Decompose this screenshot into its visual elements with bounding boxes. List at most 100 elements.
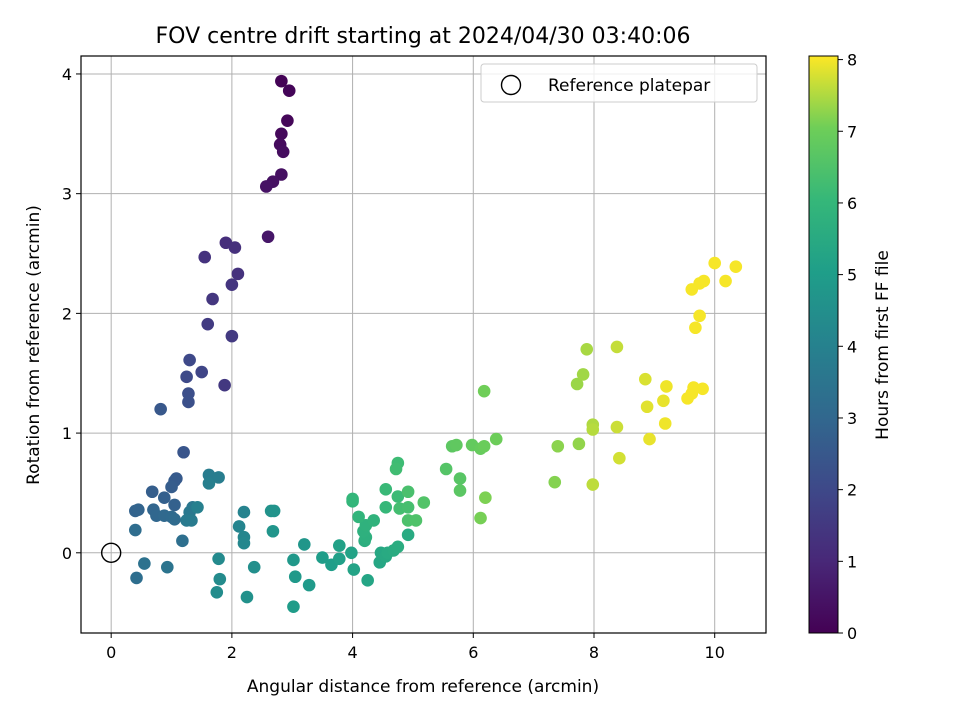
data-point: [212, 471, 225, 484]
data-point: [453, 484, 467, 497]
data-point: [132, 503, 145, 516]
data-point: [275, 168, 288, 181]
x-tick-label: 6: [468, 643, 478, 662]
data-point: [719, 274, 732, 288]
data-point: [176, 534, 189, 548]
colorbar-gradient: [808, 55, 839, 634]
colorbar-ticks: 0 1 2 3 4 5 6 7 8: [838, 51, 857, 643]
data-point: [352, 510, 365, 524]
data-point: [450, 438, 463, 452]
data-point: [477, 439, 491, 453]
y-tick-label: 0: [62, 544, 72, 563]
data-point: [281, 114, 294, 127]
data-point: [237, 536, 251, 550]
colorbar-tick-label: 4: [847, 337, 857, 356]
data-point: [161, 560, 174, 574]
y-axis-label: Rotation from reference (arcmin): [24, 205, 44, 485]
data-point: [213, 572, 227, 586]
data-point: [218, 378, 231, 392]
data-point: [417, 496, 431, 509]
data-point: [638, 372, 652, 386]
data-point: [477, 384, 491, 398]
data-point: [228, 241, 242, 254]
colorbar-tick-label: 1: [847, 552, 857, 571]
data-point: [266, 524, 280, 538]
colorbar-label: Hours from first FF file: [873, 250, 893, 440]
legend-label: Reference platepar: [548, 76, 710, 96]
data-point: [548, 475, 562, 489]
data-point: [389, 462, 403, 476]
x-tick-label: 4: [347, 643, 357, 662]
legend-marker: [500, 74, 522, 96]
data-point: [696, 382, 709, 396]
colorbar-tick-label: 5: [847, 266, 857, 285]
data-point: [201, 317, 215, 331]
y-tick-label: 3: [62, 185, 72, 204]
data-point: [129, 523, 142, 537]
data-point: [453, 472, 467, 485]
data-point: [391, 490, 405, 503]
data-point: [576, 368, 590, 381]
data-point: [586, 478, 600, 491]
data-point: [379, 483, 393, 496]
data-point: [287, 553, 300, 567]
data-point: [729, 260, 743, 273]
data-point: [693, 309, 706, 323]
data-point: [157, 491, 171, 505]
colorbar: 0 1 2 3 4 5 6 7 8 Hours from first FF file: [808, 51, 893, 643]
data-point: [275, 127, 288, 141]
x-axis-ticks: 0 2 4 6 8 10: [106, 633, 725, 662]
data-point: [401, 501, 415, 514]
data-point: [165, 480, 178, 494]
colorbar-tick-label: 6: [847, 194, 857, 213]
data-point: [182, 395, 195, 409]
x-tick-label: 2: [227, 643, 237, 662]
data-point: [333, 539, 346, 552]
data-point: [185, 514, 198, 527]
data-point: [206, 292, 219, 306]
data-point: [610, 340, 624, 354]
data-point: [145, 485, 159, 499]
data-point: [202, 477, 216, 490]
data-point: [316, 551, 329, 564]
data-point: [345, 546, 358, 560]
data-point: [689, 321, 702, 335]
plot-frame: [80, 55, 767, 634]
data-point: [479, 491, 492, 505]
data-point: [212, 552, 225, 566]
colorbar-tick-label: 7: [847, 122, 857, 141]
data-point: [379, 501, 393, 514]
data-point: [177, 445, 190, 459]
data-point: [613, 451, 626, 465]
data-point: [347, 563, 361, 576]
data-point: [697, 274, 711, 288]
y-tick-label: 1: [62, 424, 72, 443]
gridlines: [81, 56, 766, 633]
data-point: [225, 329, 239, 343]
data-point: [658, 417, 672, 430]
colorbar-tick-label: 0: [847, 624, 857, 643]
data-points: [129, 74, 743, 613]
data-point: [282, 84, 296, 98]
data-point: [138, 557, 151, 570]
data-point: [610, 420, 624, 434]
y-tick-label: 4: [62, 65, 72, 84]
y-tick-label: 2: [62, 304, 72, 323]
data-point: [333, 552, 346, 566]
x-tick-label: 10: [705, 643, 725, 662]
data-point: [346, 492, 359, 506]
data-point: [409, 514, 423, 527]
data-point: [643, 432, 656, 446]
data-point: [298, 538, 311, 551]
data-point: [391, 540, 405, 554]
data-point: [231, 267, 245, 281]
x-tick-label: 8: [589, 643, 599, 662]
data-point: [276, 145, 290, 159]
data-point: [401, 528, 415, 542]
x-tick-label: 0: [106, 643, 116, 662]
data-point: [154, 402, 167, 416]
data-point: [401, 485, 415, 499]
reference-point-marker: [100, 542, 122, 563]
colorbar-tick-label: 3: [847, 409, 857, 428]
